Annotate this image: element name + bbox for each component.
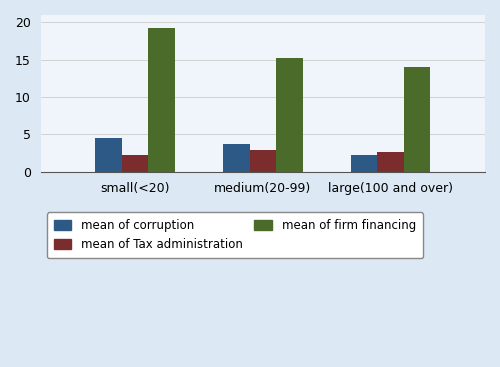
Bar [404, 67, 430, 172]
Legend: mean of corruption, mean of Tax administration, mean of firm financing: mean of corruption, mean of Tax administ… [46, 212, 423, 258]
Bar [351, 155, 378, 172]
Bar [378, 152, 404, 172]
Bar [276, 58, 302, 172]
Bar [122, 155, 148, 172]
Bar [95, 138, 122, 172]
Bar [223, 144, 250, 172]
Bar [250, 150, 276, 172]
Bar [148, 28, 175, 172]
